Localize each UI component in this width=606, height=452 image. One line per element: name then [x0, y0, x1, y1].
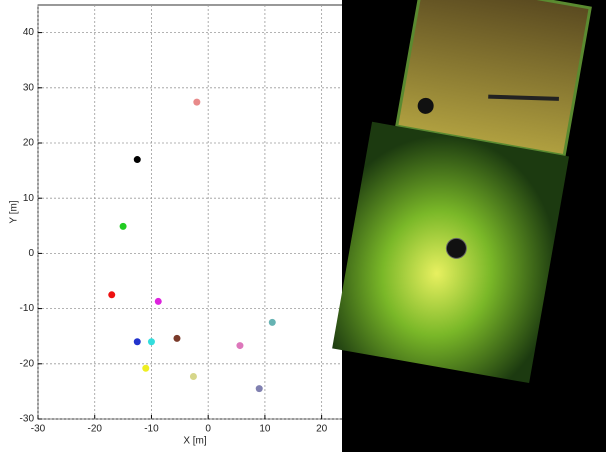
x-tick-label: -30: [31, 424, 46, 435]
x-axis-label: X [m]: [183, 436, 207, 447]
point: [256, 385, 263, 392]
x-tick-label: 20: [316, 424, 328, 435]
x-tick-label: 10: [259, 424, 271, 435]
x-tick-label: -20: [88, 424, 103, 435]
plot-area: -30 -20 -10 0 10 20 -30 -20 -10 0 10 20 30 40: [20, 5, 350, 435]
y-tick-label: 40: [23, 27, 35, 38]
point: [108, 291, 115, 298]
point: [155, 298, 162, 305]
point: [148, 338, 155, 345]
y-tick-label: -10: [20, 303, 35, 314]
plot-background: [38, 5, 350, 419]
x-tick-label: -10: [144, 424, 159, 435]
point: [142, 365, 149, 372]
point: [236, 342, 243, 349]
point: [190, 373, 197, 380]
y-tick-label: 20: [23, 138, 35, 149]
y-tick-label: 0: [28, 248, 34, 259]
y-axis-label: Y [m]: [9, 200, 20, 223]
figure: -30 -20 -10 0 10 20 -30 -20 -10 0 10 20 30 40 Y [m] X…: [0, 0, 606, 452]
point: [193, 99, 200, 106]
point: [120, 223, 127, 230]
point: [134, 156, 141, 163]
y-tick-label: -20: [20, 358, 35, 369]
y-tick-label: 10: [23, 193, 35, 204]
x-tick-label: 0: [205, 424, 211, 435]
y-tick-label: -30: [20, 414, 35, 425]
point: [134, 338, 141, 345]
point: [269, 319, 276, 326]
point-cloud-image: [332, 0, 606, 452]
point: [173, 335, 180, 342]
y-tick-label: 30: [23, 82, 35, 93]
